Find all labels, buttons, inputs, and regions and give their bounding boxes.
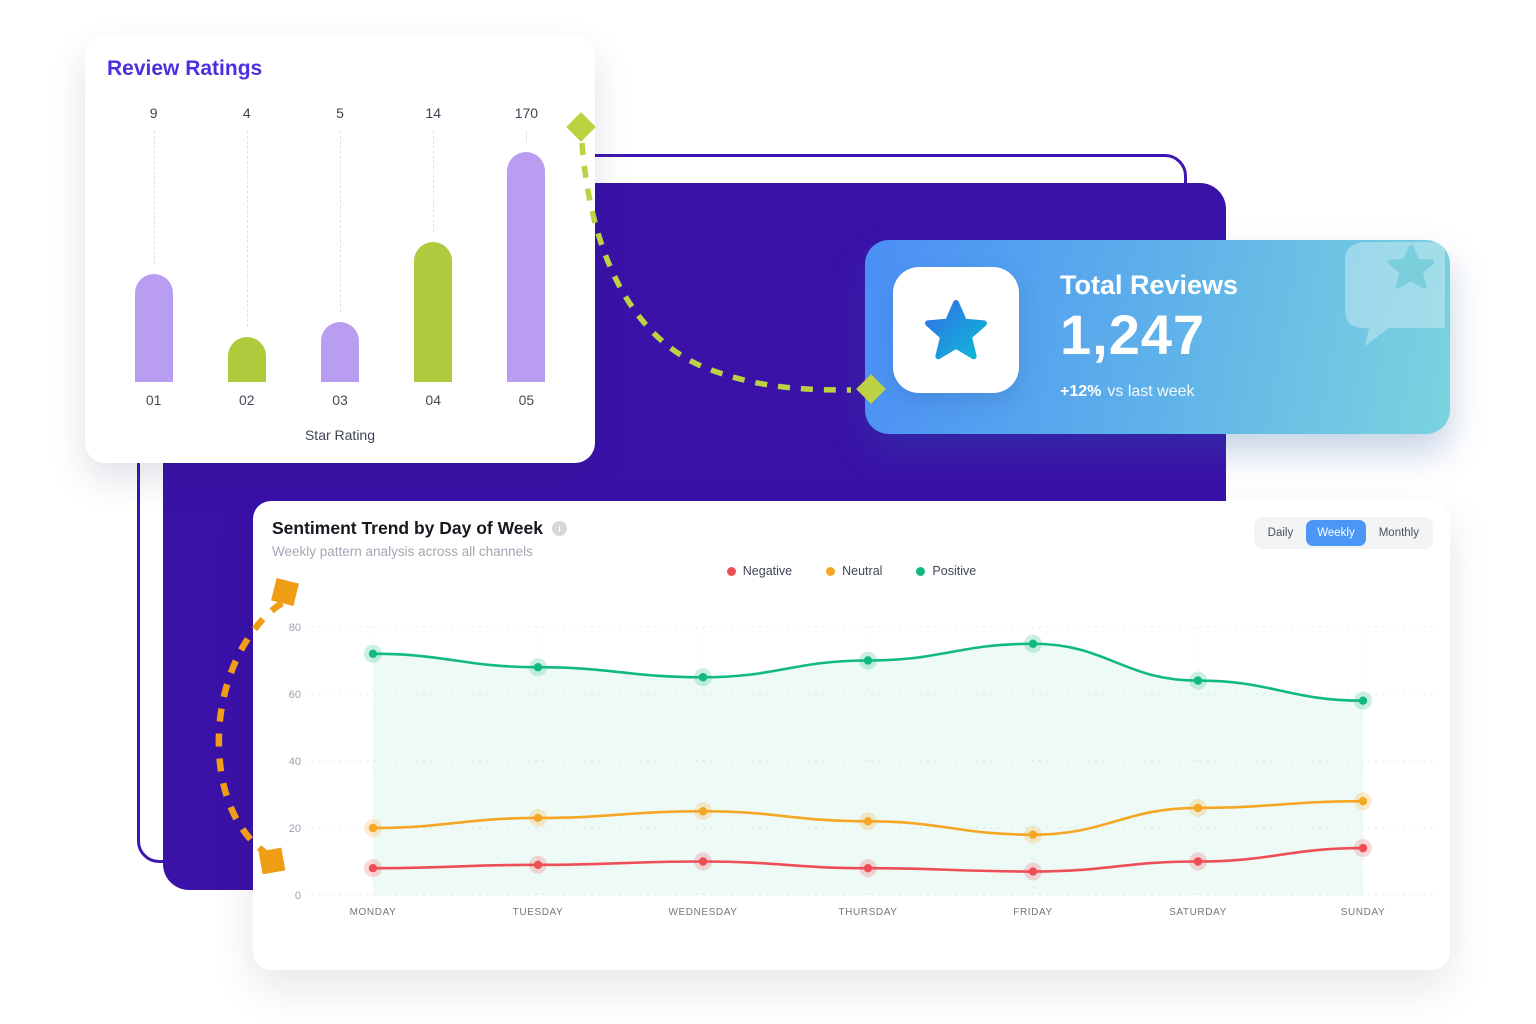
drop-line (153, 131, 155, 264)
x-tick-label: FRIDAY (1013, 907, 1053, 918)
chat-bubble-decoration (1343, 242, 1445, 351)
x-tick-label: MONDAY (350, 907, 397, 918)
data-point-positive (368, 649, 378, 658)
data-point-positive (1358, 696, 1368, 705)
x-tick-label: TUESDAY (513, 907, 564, 918)
drop-line (433, 131, 435, 232)
y-tick-label: 80 (289, 622, 301, 634)
data-point-neutral (1358, 797, 1368, 806)
x-tick-label: WEDNESDAY (668, 907, 737, 918)
data-point-negative (863, 864, 873, 873)
review-ratings-bar-chart: 9 01 4 02 5 03 14 04 170 05 (107, 105, 573, 408)
delta-percent: +12% (1060, 383, 1102, 400)
legend-dot (826, 566, 836, 576)
bar-column-05: 170 05 (480, 105, 573, 408)
data-point-negative (698, 857, 708, 866)
chart-legend: Negative Neutral Positive (253, 564, 1450, 578)
total-reviews-value: 1,247 (1060, 303, 1206, 366)
bar-category-label: 04 (425, 392, 441, 408)
bar-column-02: 4 02 (200, 105, 293, 408)
data-point-neutral (863, 817, 873, 826)
range-button-weekly[interactable]: Weekly (1306, 520, 1366, 546)
data-point-positive (1028, 639, 1038, 648)
rating-bar-02 (227, 337, 266, 382)
x-tick-label: SUNDAY (1341, 907, 1386, 918)
star-icon (925, 299, 987, 360)
sentiment-trend-card: Sentiment Trend by Day of Week i Weekly … (253, 501, 1450, 970)
legend-dot (726, 566, 736, 576)
review-ratings-title: Review Ratings (107, 57, 263, 80)
data-point-neutral (1028, 830, 1038, 839)
rating-bar-01 (134, 274, 173, 382)
data-point-neutral (368, 823, 378, 833)
y-tick-label: 60 (289, 689, 301, 701)
bar-value-label: 4 (242, 105, 251, 121)
bar-category-label: 01 (145, 392, 162, 408)
bar-category-label: 02 (239, 392, 255, 408)
bar-column-04: 14 04 (387, 105, 480, 408)
sentiment-title: Sentiment Trend by Day of Week (272, 518, 543, 538)
bar-value-label: 14 (425, 105, 441, 121)
data-point-negative (1358, 843, 1368, 853)
data-point-neutral (533, 813, 543, 823)
data-point-neutral (698, 807, 708, 816)
bubble-star-icon (1388, 244, 1435, 289)
rating-bar-04 (414, 242, 453, 382)
y-tick-label: 20 (289, 823, 301, 835)
data-point-neutral (1193, 803, 1203, 813)
y-tick-label: 0 (295, 890, 301, 902)
review-ratings-xaxis-label: Star Rating (304, 427, 376, 443)
bar-category-label: 03 (332, 392, 348, 408)
legend-dot (916, 566, 926, 576)
legend-label: Neutral (842, 564, 883, 578)
bar-column-01: 9 01 (107, 105, 200, 408)
rating-bar-05 (507, 152, 546, 382)
x-tick-label: THURSDAY (838, 907, 897, 918)
data-point-negative (368, 864, 378, 873)
drop-line (246, 131, 248, 327)
total-reviews-delta: +12% vs last week (1060, 383, 1195, 401)
sentiment-subtitle: Weekly pattern analysis across all chann… (272, 544, 533, 559)
range-button-daily[interactable]: Daily (1257, 520, 1305, 546)
info-icon[interactable]: i (552, 521, 567, 536)
drop-line (526, 131, 528, 142)
total-reviews-card: Total Reviews 1,247 +12% vs last week (865, 240, 1450, 434)
review-ratings-card: Review Ratings 9 01 4 02 5 03 14 04 170 05 Star R… (85, 35, 595, 463)
data-point-positive (533, 663, 543, 672)
data-point-positive (698, 673, 708, 682)
y-tick-label: 40 (289, 756, 301, 768)
range-button-monthly[interactable]: Monthly (1368, 520, 1430, 546)
data-point-negative (533, 860, 543, 870)
x-tick-label: SATURDAY (1169, 907, 1227, 918)
rating-bar-03 (321, 322, 359, 382)
range-toggle-group: Daily Weekly Monthly (1253, 517, 1433, 549)
sentiment-line-chart: 0 20 40 60 80 MONDAY TUESDAY WEDNESDAY THURSDAY F… (289, 622, 1436, 918)
bar-value-label: 9 (149, 105, 158, 121)
data-point-positive (863, 656, 873, 665)
delta-note: vs last week (1107, 383, 1195, 400)
legend-label: Positive (932, 564, 977, 578)
bar-category-label: 05 (518, 392, 535, 408)
total-reviews-label: Total Reviews (1060, 270, 1239, 300)
data-point-negative (1028, 867, 1038, 876)
bar-value-label: 5 (336, 105, 344, 121)
legend-item-negative[interactable]: Negative (726, 564, 793, 578)
legend-item-positive[interactable]: Positive (916, 564, 976, 578)
legend-item-neutral[interactable]: Neutral (826, 564, 882, 578)
bar-column-03: 5 03 (293, 105, 386, 408)
star-icon-box (893, 267, 1019, 393)
data-point-positive (1193, 676, 1203, 685)
bar-value-label: 170 (514, 105, 539, 121)
drop-line (340, 131, 341, 312)
data-point-negative (1193, 857, 1203, 866)
sentiment-title-row: Sentiment Trend by Day of Week i (272, 518, 567, 539)
legend-label: Negative (742, 564, 793, 578)
